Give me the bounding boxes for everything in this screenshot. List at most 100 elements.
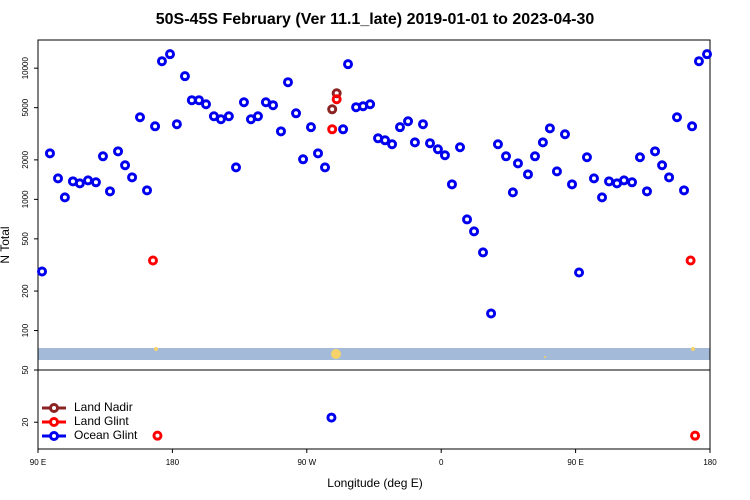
point: [201, 99, 211, 110]
point: [152, 430, 163, 441]
point: [604, 176, 615, 187]
point: [365, 99, 376, 110]
ocean-band: [38, 348, 710, 360]
point: [537, 137, 548, 148]
y-tick-label: 10000: [21, 57, 30, 80]
point: [574, 267, 585, 278]
point: [387, 139, 398, 150]
x-tick-label: 0: [439, 458, 444, 467]
point: [326, 412, 337, 423]
point: [223, 111, 234, 122]
point: [455, 142, 466, 153]
point: [425, 138, 435, 149]
point: [305, 122, 316, 133]
point: [97, 151, 108, 162]
y-tick-label: 50: [21, 365, 30, 374]
point: [53, 173, 64, 184]
x-tick-label: 180: [166, 458, 180, 467]
y-tick-label: 200: [21, 284, 30, 298]
point: [165, 49, 176, 60]
point: [641, 186, 652, 197]
legend-label: Land Glint: [74, 414, 129, 428]
point: [252, 111, 263, 122]
point: [90, 177, 101, 188]
point: [127, 172, 138, 183]
point: [59, 192, 70, 203]
point: [664, 172, 675, 183]
y-tick-label: 100: [21, 323, 30, 337]
point: [150, 121, 161, 132]
y-tick-label: 2000: [21, 150, 30, 168]
point: [44, 148, 55, 159]
point: [657, 160, 668, 171]
point: [134, 112, 145, 123]
y-tick-label: 20: [21, 417, 30, 426]
point: [512, 158, 523, 169]
point: [650, 146, 661, 157]
x-tick-label: 180: [703, 458, 717, 467]
point: [343, 59, 354, 70]
legend-marker: [49, 403, 59, 413]
point: [313, 148, 323, 159]
point: [522, 169, 533, 180]
point: [501, 151, 512, 162]
point: [104, 186, 115, 197]
point: [597, 192, 608, 203]
land-dot: [691, 347, 695, 351]
point: [446, 179, 457, 190]
point: [380, 135, 391, 146]
legend-label: Ocean Glint: [74, 428, 138, 442]
point: [627, 177, 638, 188]
land-dot: [544, 356, 546, 358]
legend-marker: [49, 431, 59, 441]
point: [74, 178, 85, 189]
point: [291, 108, 302, 119]
point: [193, 95, 204, 106]
point: [588, 173, 599, 184]
point: [551, 166, 562, 177]
point: [142, 185, 153, 196]
x-tick-label: 90 W: [297, 458, 316, 467]
point: [687, 121, 698, 132]
point: [581, 152, 592, 163]
point: [403, 116, 414, 127]
land-dot: [331, 349, 341, 359]
point: [634, 152, 645, 163]
point: [693, 56, 704, 67]
point: [147, 255, 158, 266]
point: [37, 266, 48, 277]
y-tick-label: 5000: [21, 98, 30, 116]
point: [282, 77, 293, 88]
point: [238, 97, 249, 108]
legend-marker: [49, 417, 59, 427]
point: [215, 114, 226, 125]
point: [439, 150, 450, 161]
point: [529, 151, 540, 162]
point: [327, 124, 338, 135]
point: [469, 226, 480, 237]
point: [298, 154, 309, 165]
point: [331, 94, 342, 105]
point: [507, 187, 518, 198]
x-tick-label: 90 E: [567, 458, 583, 467]
point: [179, 71, 190, 82]
y-tick-label: 1000: [21, 190, 30, 208]
point: [492, 139, 503, 150]
point: [544, 123, 555, 134]
point: [338, 124, 349, 135]
point: [417, 119, 428, 130]
point: [320, 162, 331, 173]
point: [618, 175, 629, 186]
point: [690, 430, 701, 441]
x-axis-label: Longitude (deg E): [327, 476, 422, 490]
land-dot: [154, 347, 158, 351]
x-tick-label: 90 E: [30, 458, 46, 467]
point: [671, 112, 682, 123]
chart-title: 50S-45S February (Ver 11.1_late) 2019-01…: [156, 11, 595, 28]
point: [275, 126, 286, 137]
point: [702, 49, 713, 60]
point: [120, 160, 131, 171]
point: [171, 119, 182, 130]
point: [478, 247, 489, 258]
